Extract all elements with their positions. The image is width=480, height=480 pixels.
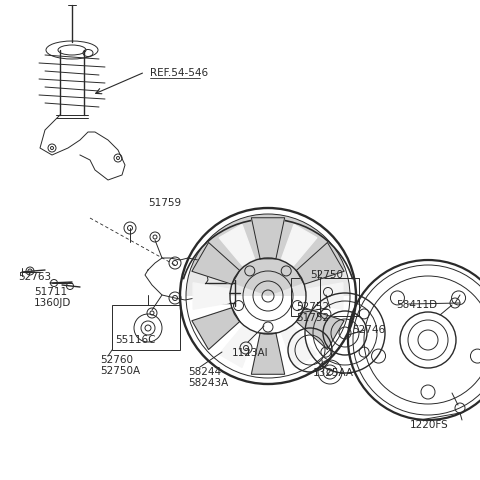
- Text: 52750: 52750: [310, 270, 343, 280]
- Text: 52763: 52763: [18, 272, 51, 282]
- Text: 55116C: 55116C: [115, 335, 156, 345]
- Text: 58244: 58244: [188, 367, 221, 377]
- Polygon shape: [192, 242, 240, 284]
- Text: 51759: 51759: [148, 198, 181, 208]
- Text: 51752: 51752: [296, 313, 329, 323]
- Polygon shape: [296, 242, 344, 284]
- Polygon shape: [282, 327, 317, 367]
- Text: 1220FS: 1220FS: [410, 420, 449, 430]
- Text: 1325AA: 1325AA: [313, 368, 354, 378]
- Text: 1123AI: 1123AI: [232, 348, 269, 358]
- Text: 52752: 52752: [296, 302, 329, 312]
- Text: 1360JD: 1360JD: [34, 298, 72, 308]
- Polygon shape: [282, 225, 317, 265]
- Text: 51711: 51711: [34, 287, 67, 297]
- Text: 52760: 52760: [100, 355, 133, 365]
- Polygon shape: [252, 333, 285, 374]
- Polygon shape: [192, 308, 240, 349]
- Bar: [291, 278, 359, 316]
- Polygon shape: [193, 283, 228, 309]
- Bar: [112, 305, 180, 350]
- Wedge shape: [186, 214, 350, 296]
- Polygon shape: [252, 218, 285, 259]
- Polygon shape: [296, 308, 344, 349]
- Text: REF.54-546: REF.54-546: [150, 68, 208, 78]
- Text: 52746: 52746: [352, 325, 385, 335]
- Text: 58411D: 58411D: [396, 300, 437, 310]
- Wedge shape: [191, 214, 345, 296]
- Polygon shape: [307, 283, 343, 309]
- Polygon shape: [219, 225, 254, 265]
- Text: 52750A: 52750A: [100, 366, 140, 376]
- Polygon shape: [219, 327, 254, 367]
- Text: 58243A: 58243A: [188, 378, 228, 388]
